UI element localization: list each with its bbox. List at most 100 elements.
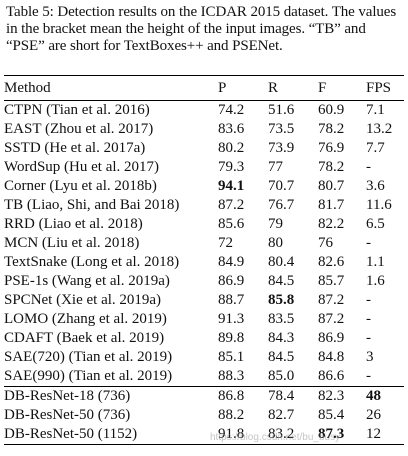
cell-r: 51.6 xyxy=(268,100,318,120)
cell-method: SPCNet (Xie et al. 2019a) xyxy=(4,292,162,308)
header-f: F xyxy=(318,75,366,101)
cell-p: 74.2 xyxy=(218,100,268,120)
table-row: TextSnake (Long et al. 2018) 84.9 80.4 82.6… xyxy=(4,253,404,272)
cell-r: 76.7 xyxy=(268,197,295,213)
table-row: DB-ResNet-50 (736) 88.2 82.7 85.4 26 xyxy=(4,406,404,425)
cell-fps: 7.1 xyxy=(366,100,404,120)
cell-r: 83.2 xyxy=(268,425,318,445)
cell-fps: 3.6 xyxy=(366,178,385,194)
cell-f: 82.3 xyxy=(318,386,366,406)
cell-fps: - xyxy=(366,330,371,346)
cell-p: 88.7 xyxy=(218,292,245,308)
cell-p: 87.2 xyxy=(218,197,245,213)
cell-method: SAE(720) (Tian et al. 2019) xyxy=(4,349,173,365)
cell-f: 76.9 xyxy=(318,140,345,156)
table-row: SSTD (He et al. 2017a) 80.2 73.9 76.9 7.7 xyxy=(4,139,404,158)
header-p: P xyxy=(218,75,268,101)
cell-p: 72 xyxy=(218,235,233,251)
table-row: LOMO (Zhang et al. 2019) 91.3 83.5 87.2 - xyxy=(4,310,404,329)
cell-r: 73.9 xyxy=(268,140,295,156)
table-row: SAE(720) (Tian et al. 2019) 85.1 84.5 84.8 3 xyxy=(4,348,404,367)
cell-r: 70.7 xyxy=(268,178,295,194)
cell-f: 84.8 xyxy=(318,349,345,365)
table-row: TB (Liao, Shi, and Bai 2018) 87.2 76.7 81.7… xyxy=(4,196,404,215)
cell-f: 87.2 xyxy=(318,311,345,327)
table-row: DB-ResNet-18 (736) 86.8 78.4 82.3 48 xyxy=(4,386,404,406)
cell-f: 60.9 xyxy=(318,100,366,120)
cell-fps: 12 xyxy=(366,425,404,445)
cell-p: 80.2 xyxy=(218,140,245,156)
cell-r: 80 xyxy=(268,235,283,251)
cell-p: 91.3 xyxy=(218,311,245,327)
cell-fps: 1.1 xyxy=(366,254,385,270)
cell-r: 83.5 xyxy=(268,311,295,327)
header-row: Method P R F FPS xyxy=(4,75,404,101)
cell-fps: - xyxy=(366,159,371,175)
table-body: CTPN (Tian et al. 2016) 74.2 51.6 60.9 7.1 EA… xyxy=(4,100,404,445)
cell-method: PSE-1s (Wang et al. 2019a) xyxy=(4,273,170,289)
cell-p: 94.1 xyxy=(218,178,245,194)
cell-p: 88.2 xyxy=(218,407,245,423)
cell-fps: 48 xyxy=(366,386,404,406)
cell-f: 85.4 xyxy=(318,407,345,423)
cell-method: EAST (Zhou et al. 2017) xyxy=(4,121,154,137)
cell-method: Corner (Lyu et al. 2018b) xyxy=(4,178,157,194)
cell-r: 78.4 xyxy=(268,386,318,406)
cell-p: 84.9 xyxy=(218,254,245,270)
table-row: CDAFT (Baek et al. 2019) 89.8 84.3 86.9 - xyxy=(4,329,404,348)
cell-p: 91.8 xyxy=(218,425,268,445)
cell-f: 82.2 xyxy=(318,216,345,232)
cell-p: 89.8 xyxy=(218,330,245,346)
cell-method: MCN (Liu et al. 2018) xyxy=(4,235,140,251)
cell-method: DB-ResNet-18 (736) xyxy=(4,386,218,406)
cell-r: 79 xyxy=(268,216,283,232)
cell-f: 78.2 xyxy=(318,159,345,175)
cell-r: 80.4 xyxy=(268,254,295,270)
cell-p: 86.9 xyxy=(218,273,245,289)
cell-method: RRD (Liao et al. 2018) xyxy=(4,216,143,232)
table-row: PSE-1s (Wang et al. 2019a) 86.9 84.5 85.7 1.… xyxy=(4,272,404,291)
cell-p: 86.8 xyxy=(218,386,268,406)
cell-f: 78.2 xyxy=(318,121,345,137)
table-row: EAST (Zhou et al. 2017) 83.6 73.5 78.2 13.2 xyxy=(4,120,404,139)
cell-method: DB-ResNet-50 (1152) xyxy=(4,425,218,445)
cell-method: CTPN (Tian et al. 2016) xyxy=(4,100,218,120)
cell-f: 85.7 xyxy=(318,273,345,289)
table-row: WordSup (Hu et al. 2017) 79.3 77 78.2 - xyxy=(4,158,404,177)
table-row: CTPN (Tian et al. 2016) 74.2 51.6 60.9 7.1 xyxy=(4,100,404,120)
table-row: RRD (Liao et al. 2018) 85.6 79 82.2 6.5 xyxy=(4,215,404,234)
cell-r: 84.3 xyxy=(268,330,295,346)
cell-fps: - xyxy=(366,311,371,327)
cell-fps: 1.6 xyxy=(366,273,385,289)
cell-fps: - xyxy=(366,235,371,251)
table-caption: Table 5: Detection results on the ICDAR … xyxy=(6,4,397,54)
cell-method: SSTD (He et al. 2017a) xyxy=(4,140,146,156)
cell-f: 87.2 xyxy=(318,292,345,308)
table-row: Corner (Lyu et al. 2018b) 94.1 70.7 80.7 3.6 xyxy=(4,177,404,196)
cell-r: 84.5 xyxy=(268,273,295,289)
table-row: MCN (Liu et al. 2018) 72 80 76 - xyxy=(4,234,404,253)
cell-f: 80.7 xyxy=(318,178,345,194)
table-row: SPCNet (Xie et al. 2019a) 88.7 85.8 87.2 - xyxy=(4,291,404,310)
cell-method: LOMO (Zhang et al. 2019) xyxy=(4,311,167,327)
cell-f: 82.6 xyxy=(318,254,345,270)
cell-method: CDAFT (Baek et al. 2019) xyxy=(4,330,165,346)
cell-fps: 11.6 xyxy=(366,197,392,213)
cell-fps: 6.5 xyxy=(366,216,385,232)
cell-f: 76 xyxy=(318,235,333,251)
cell-method: SAE(990) (Tian et al. 2019) xyxy=(4,368,173,384)
cell-method: TextSnake (Long et al. 2018) xyxy=(4,254,180,270)
cell-f: 81.7 xyxy=(318,197,345,213)
cell-method: DB-ResNet-50 (736) xyxy=(4,407,131,423)
cell-p: 85.6 xyxy=(218,216,245,232)
cell-f: 86.6 xyxy=(318,368,345,384)
cell-f: 86.9 xyxy=(318,330,345,346)
results-table: Method P R F FPS CTPN (Tian et al. 2016)… xyxy=(4,75,404,445)
cell-p: 85.1 xyxy=(218,349,245,365)
cell-r: 82.7 xyxy=(268,407,295,423)
table-row: SAE(990) (Tian et al. 2019) 88.3 85.0 86.6 - xyxy=(4,367,404,387)
cell-method: WordSup (Hu et al. 2017) xyxy=(4,159,160,175)
header-method: Method xyxy=(4,75,218,101)
cell-r: 73.5 xyxy=(268,121,295,137)
cell-p: 88.3 xyxy=(218,368,245,384)
